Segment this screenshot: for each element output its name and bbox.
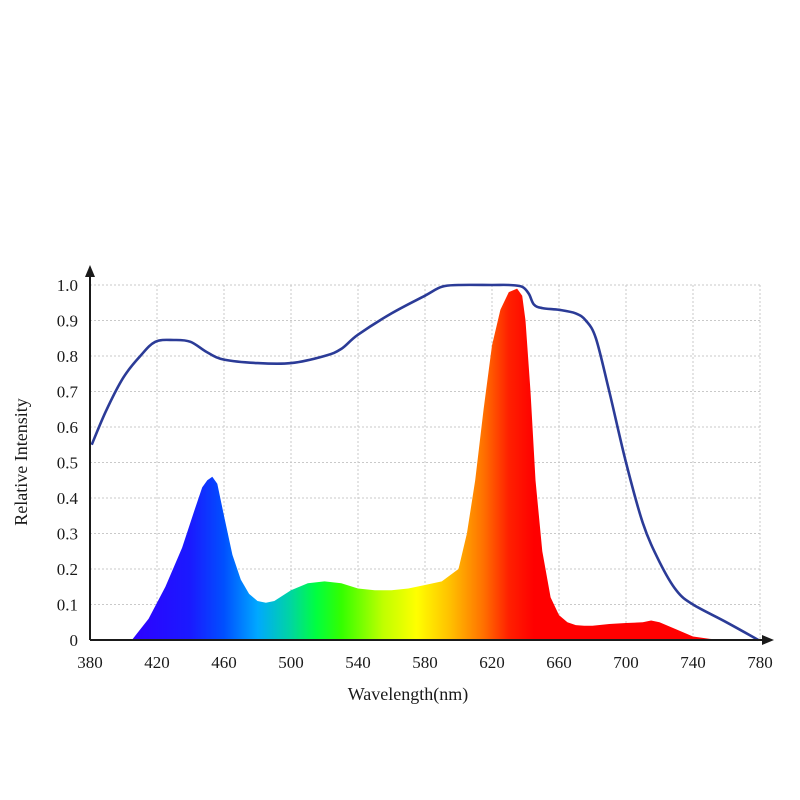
y-tick-label: 0.7 xyxy=(57,383,79,402)
y-tick-label: 0.6 xyxy=(57,418,78,437)
series-line xyxy=(90,283,759,642)
x-tick-label: 380 xyxy=(77,653,103,672)
spectrum-area xyxy=(131,288,727,640)
y-tick-labels: 0 0.1 0.2 0.3 0.4 0.5 0.6 0.7 0.8 0.9 1.0 xyxy=(57,276,79,650)
y-tick-label: 0 xyxy=(70,631,79,650)
x-tick-label: 540 xyxy=(345,653,371,672)
x-tick-label: 780 xyxy=(747,653,773,672)
y-tick-label: 0.9 xyxy=(57,312,78,331)
x-tick-label: 660 xyxy=(546,653,572,672)
x-tick-label: 460 xyxy=(211,653,237,672)
y-tick-label: 0.8 xyxy=(57,347,78,366)
y-tick-label: 1.0 xyxy=(57,276,78,295)
y-tick-label: 0.3 xyxy=(57,525,78,544)
x-axis-arrow xyxy=(762,635,774,645)
axes xyxy=(85,265,774,645)
x-tick-label: 500 xyxy=(278,653,304,672)
x-axis-label: Wavelength(nm) xyxy=(348,684,469,705)
y-tick-label: 0.4 xyxy=(57,489,79,508)
y-tick-label: 0.2 xyxy=(57,560,78,579)
x-tick-label: 620 xyxy=(479,653,505,672)
y-tick-label: 0.1 xyxy=(57,596,78,615)
x-tick-labels: 380 420 460 500 540 580 620 660 700 740 780 xyxy=(77,653,773,672)
y-tick-label: 0.5 xyxy=(57,454,78,473)
x-tick-label: 420 xyxy=(144,653,170,672)
y-axis-label: Relative Intensity xyxy=(11,398,31,525)
y-axis-arrow xyxy=(85,265,95,277)
x-tick-label: 740 xyxy=(680,653,706,672)
x-tick-label: 580 xyxy=(412,653,438,672)
x-tick-label: 700 xyxy=(613,653,639,672)
